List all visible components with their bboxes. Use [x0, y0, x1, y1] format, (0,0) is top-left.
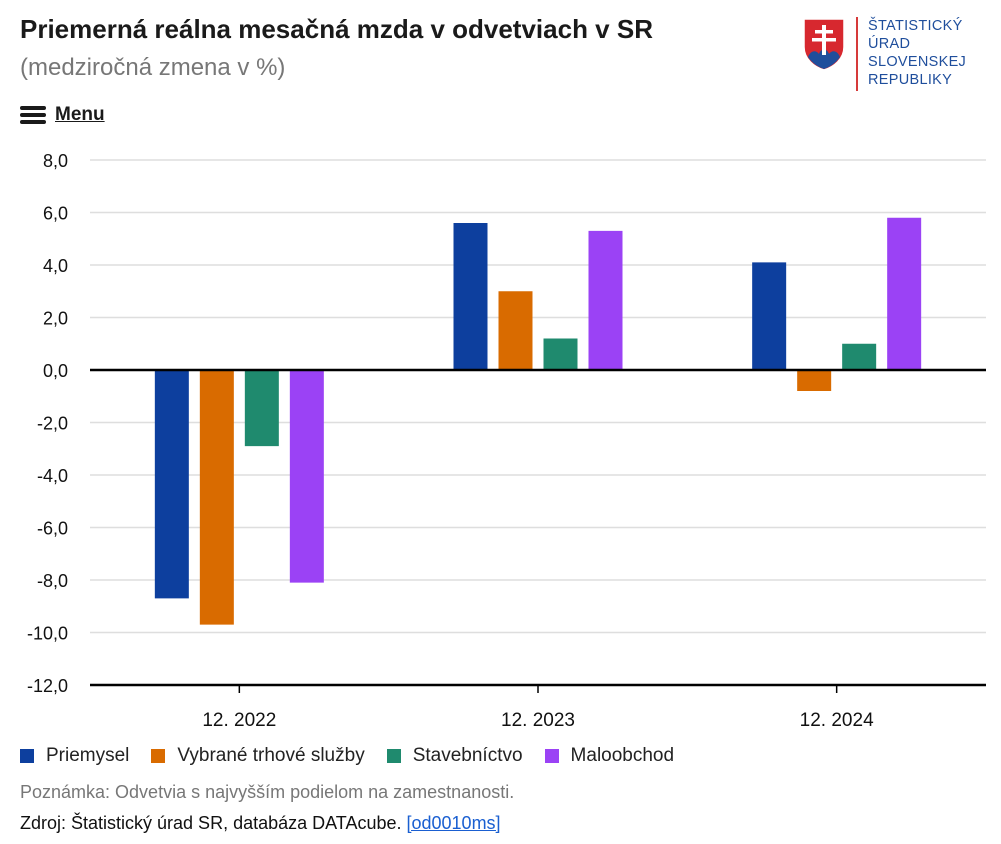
chart-note: Poznámka: Odvetvia s najvyšším podielom … — [20, 782, 515, 802]
logo-text: ŠTATISTICKÝ ÚRAD SLOVENSKEJ REPUBLIKY — [868, 17, 966, 89]
chart-title: Priemerná reálna mesačná mzda v odvetvia… — [20, 14, 653, 44]
bar — [752, 262, 787, 370]
legend-label: Vybrané trhové služby — [177, 745, 365, 766]
bar — [543, 338, 578, 370]
bar — [498, 291, 533, 370]
bar-chart: 8,0 6,0 4,0 2,0 0,0 -2,0 -4,0 -6,0 -8,0 -10,0 -12,… — [27, 151, 986, 731]
legend-item-stavebnictvo[interactable]: Stavebníctvo — [386, 745, 523, 767]
legend-label: Stavebníctvo — [412, 745, 523, 766]
logo-line: ÚRAD — [868, 36, 911, 52]
hamburger-menu-icon — [20, 106, 46, 124]
y-tick-label: -6,0 — [37, 519, 68, 539]
y-tick-label: 0,0 — [43, 361, 68, 381]
logo-line: REPUBLIKY — [868, 72, 953, 88]
y-tick-label: 6,0 — [43, 204, 68, 224]
legend-swatch — [20, 749, 34, 763]
y-tick-label: -4,0 — [37, 466, 68, 486]
legend-swatch — [386, 749, 401, 763]
institution-logo[interactable]: ŠTATISTICKÝ ÚRAD SLOVENSKEJ REPUBLIKY — [800, 15, 990, 95]
y-tick-label: -2,0 — [37, 414, 68, 434]
legend-swatch — [151, 749, 166, 763]
menu-button[interactable]: Menu — [20, 104, 105, 126]
chart-legend: Priemysel Vybrané trhové služby Stavební… — [20, 745, 696, 767]
logo-line: SLOVENSKEJ — [868, 54, 967, 70]
bar — [797, 370, 832, 391]
legend-item-priemysel[interactable]: Priemysel — [20, 745, 129, 767]
menu-label: Menu — [55, 104, 105, 125]
x-tick-label: 12. 2024 — [800, 710, 874, 731]
y-tick-label: 4,0 — [43, 256, 68, 276]
y-tick-label: -10,0 — [27, 624, 68, 644]
y-tick-label: -12,0 — [27, 676, 68, 696]
slovak-coat-of-arms-icon — [803, 18, 845, 71]
legend-label: Maloobchod — [570, 745, 675, 766]
source-text: Zdroj: Štatistický úrad SR, databáza DAT… — [20, 813, 407, 833]
logo-line: ŠTATISTICKÝ — [868, 18, 963, 34]
bar — [588, 230, 623, 370]
y-tick-label: 8,0 — [43, 151, 68, 171]
legend-label: Priemysel — [46, 745, 130, 766]
legend-item-vybrane-trhove-sluzby[interactable]: Vybrané trhové služby — [151, 745, 365, 767]
y-tick-label: 2,0 — [43, 309, 68, 329]
legend-item-maloobchod[interactable]: Maloobchod — [544, 745, 675, 767]
bar — [887, 217, 922, 370]
bar — [289, 370, 324, 583]
y-tick-label: -8,0 — [37, 571, 68, 591]
legend-swatch — [544, 749, 559, 763]
bar — [842, 343, 877, 370]
chart-subtitle: (medziročná zmena v %) — [20, 54, 286, 81]
x-tick-label: 12. 2023 — [501, 710, 575, 731]
x-tick-label: 12. 2022 — [202, 710, 276, 731]
bar — [199, 370, 234, 625]
logo-divider — [856, 17, 858, 91]
bar — [154, 370, 189, 599]
bar — [453, 223, 488, 370]
bar — [244, 370, 279, 447]
chart-source: Zdroj: Štatistický úrad SR, databáza DAT… — [20, 813, 501, 834]
source-link[interactable]: [od0010ms] — [406, 813, 501, 833]
